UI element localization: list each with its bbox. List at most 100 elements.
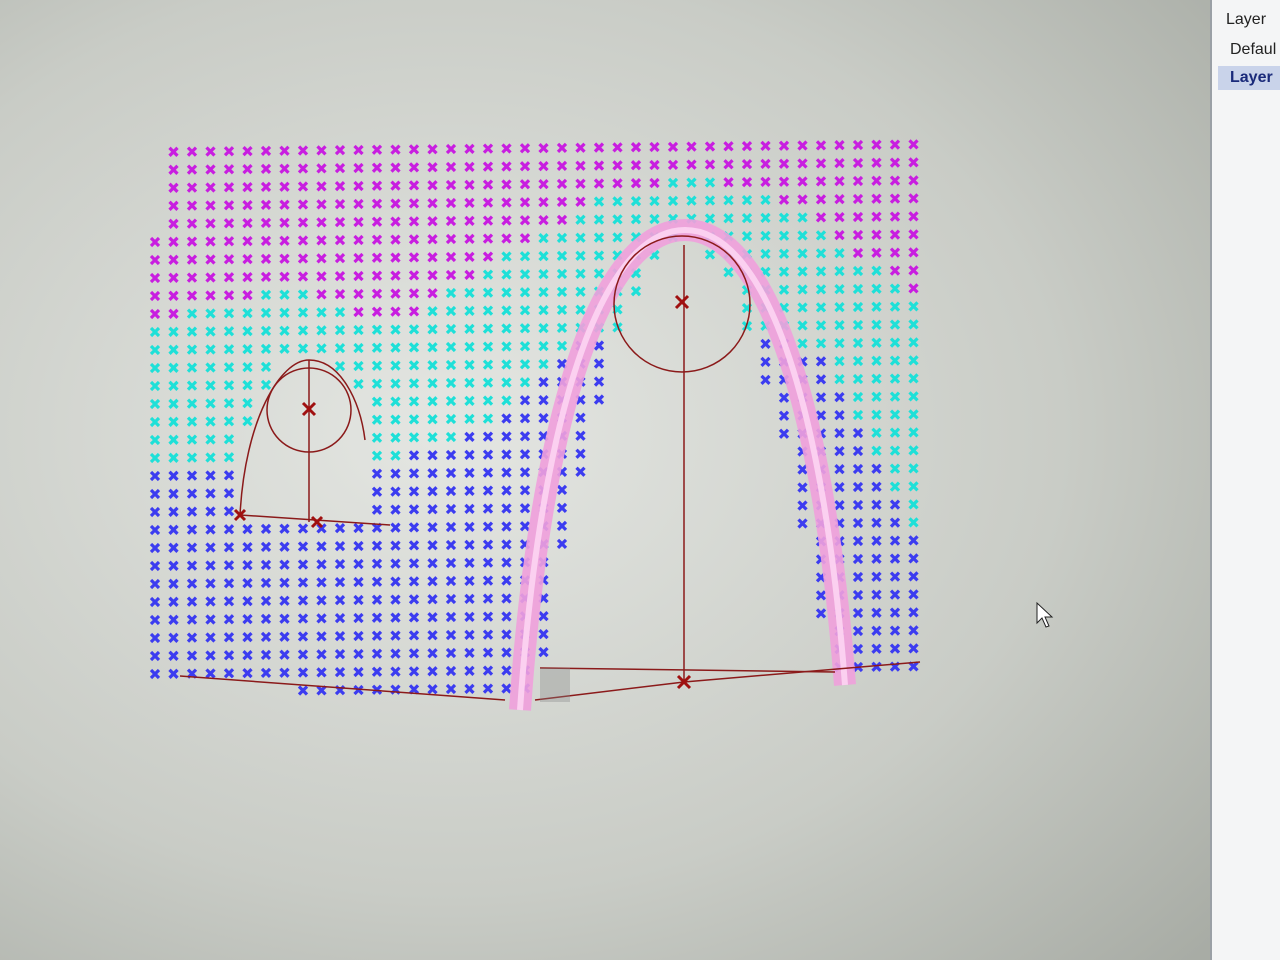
point-marker: [741, 212, 753, 224]
point-marker: [538, 322, 549, 334]
point-marker: [464, 377, 475, 388]
point-marker: [889, 247, 901, 258]
point-marker: [852, 499, 864, 511]
point-marker: [334, 559, 346, 570]
point-marker: [205, 578, 216, 589]
point-marker: [260, 235, 272, 247]
point-marker: [390, 558, 401, 569]
point-marker: [852, 247, 864, 259]
point-marker: [371, 216, 383, 227]
layer-row-selected[interactable]: Layer: [1218, 66, 1280, 90]
point-marker: [704, 159, 716, 170]
point-marker: [371, 504, 383, 515]
point-marker: [464, 557, 475, 568]
point-marker: [852, 553, 864, 565]
point-marker: [260, 217, 272, 229]
point-marker: [390, 396, 401, 407]
point-marker: [464, 179, 475, 190]
layer-row[interactable]: Defaul: [1230, 41, 1277, 58]
point-marker: [223, 470, 235, 481]
point-marker: [353, 378, 364, 390]
point-marker: [168, 218, 179, 229]
point-marker: [223, 380, 235, 391]
point-marker: [482, 431, 494, 442]
point-marker: [149, 380, 161, 392]
point-marker: [186, 380, 198, 391]
point-marker: [168, 308, 179, 319]
point-marker: [519, 323, 531, 334]
point-marker: [223, 560, 235, 571]
point-marker: [390, 414, 401, 425]
point-marker: [464, 215, 475, 226]
point-marker: [149, 650, 161, 662]
point-marker: [353, 576, 364, 588]
point-marker: [408, 396, 420, 407]
point-marker: [186, 416, 198, 427]
point-marker: [186, 434, 198, 445]
point-marker: [871, 337, 882, 348]
point-marker: [279, 235, 290, 246]
point-marker: [168, 452, 179, 463]
point-marker: [223, 272, 235, 283]
point-marker: [760, 176, 771, 188]
point-marker: [168, 326, 179, 337]
point-marker: [815, 212, 827, 223]
point-marker: [501, 395, 512, 406]
point-marker: [205, 236, 216, 247]
point-marker: [390, 270, 401, 281]
point-marker: [186, 614, 198, 625]
point-marker: [778, 410, 790, 421]
point-marker: [575, 448, 586, 459]
point-marker: [612, 214, 623, 225]
point-marker: [371, 576, 383, 587]
point-marker: [556, 232, 568, 244]
point-marker: [575, 466, 586, 477]
point-marker: [482, 161, 494, 172]
point-marker: [501, 611, 512, 622]
point-marker: [260, 361, 272, 373]
point-marker: [464, 449, 475, 460]
point-marker: [464, 233, 475, 244]
point-marker: [408, 198, 420, 209]
point-marker: [168, 614, 179, 625]
point-marker: [279, 541, 290, 552]
point-marker: [186, 290, 198, 301]
point-marker: [334, 361, 346, 372]
point-marker: [260, 199, 272, 211]
point-marker: [186, 362, 198, 373]
control-point: [233, 508, 247, 522]
point-marker: [501, 179, 512, 190]
point-marker: [168, 596, 179, 607]
point-marker: [464, 485, 475, 496]
point-marker: [260, 271, 272, 283]
point-marker: [427, 630, 438, 641]
point-marker: [353, 360, 364, 372]
point-marker: [316, 343, 327, 354]
point-marker: [316, 613, 327, 624]
point-marker: [316, 325, 327, 336]
point-marker: [408, 162, 420, 173]
point-marker: [852, 571, 864, 583]
point-marker: [242, 217, 253, 229]
point-marker: [815, 194, 827, 205]
point-marker: [353, 306, 364, 318]
point-marker: [168, 524, 179, 535]
point-marker: [297, 181, 309, 192]
point-marker: [316, 181, 327, 192]
point-marker: [445, 557, 457, 569]
base-line: [539, 667, 836, 673]
point-marker: [168, 380, 179, 391]
point-marker: [778, 230, 790, 241]
point-marker: [519, 359, 531, 370]
point-marker: [205, 290, 216, 301]
point-marker: [889, 373, 901, 384]
point-marker: [704, 141, 716, 152]
point-marker: [205, 218, 216, 229]
point-marker: [353, 630, 364, 642]
point-marker: [538, 268, 549, 280]
point-marker: [501, 521, 512, 532]
point-marker: [260, 649, 272, 661]
point-marker: [908, 247, 919, 258]
point-marker: [852, 625, 864, 637]
point-marker: [723, 267, 734, 278]
